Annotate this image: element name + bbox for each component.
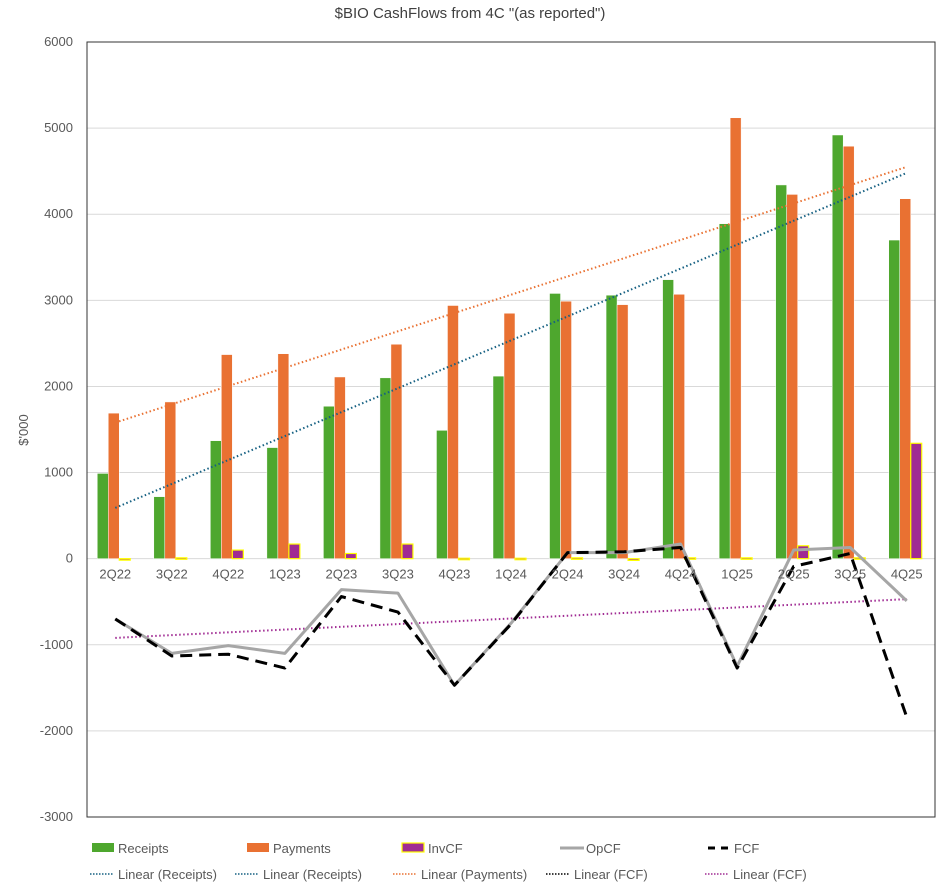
bar-payments (842, 145, 855, 559)
line-fcf (114, 545, 909, 718)
bar-payments (447, 305, 459, 559)
y-tick-label: 6000 (44, 34, 73, 49)
bar-payments (277, 353, 290, 559)
x-tick-label: 3Q22 (156, 567, 188, 582)
bar-receipts (831, 134, 844, 559)
legend: Receipts Payments InvCF OpCF FCF Linear (Rece… (90, 841, 807, 882)
bar-invcf (797, 545, 810, 560)
x-tick-label: 3Q23 (382, 567, 414, 582)
bar-invcf (910, 442, 923, 560)
legend-label: Linear (FCF) (574, 867, 648, 882)
bar-invcf (514, 557, 527, 561)
bar-receipts (718, 223, 731, 559)
bar-invcf (175, 557, 188, 560)
bar-receipts (492, 375, 505, 559)
bar-receipts (323, 406, 335, 559)
legend-label: Linear (Receipts) (263, 867, 362, 882)
bar-receipts (436, 430, 448, 559)
legend-label: InvCF (428, 841, 463, 856)
x-tick-label: 4Q23 (439, 567, 471, 582)
y-tick-label: -3000 (40, 809, 73, 824)
y-tick-label: 3000 (44, 292, 73, 307)
x-tick-label: 2Q23 (325, 567, 357, 582)
bar-payments (503, 313, 516, 559)
y-tick-label: 5000 (44, 120, 73, 135)
x-tick-label: 2Q24 (552, 567, 584, 582)
bar-invcf (344, 552, 357, 560)
x-tick-label: 4Q25 (891, 567, 923, 582)
bar-receipts (97, 473, 109, 559)
x-tick-label: 2Q22 (99, 567, 131, 582)
bar-payments (560, 300, 572, 559)
bar-invcf (570, 557, 584, 560)
x-tick-label: 3Q25 (834, 567, 866, 582)
legend-label: Linear (FCF) (733, 867, 807, 882)
y-tick-label: 2000 (44, 378, 73, 393)
y-tick-label: 4000 (44, 206, 73, 221)
bar-receipts (662, 279, 674, 559)
trendline (114, 165, 908, 424)
bar-receipts (153, 496, 166, 559)
bar-invcf (457, 557, 471, 561)
bar-payments (899, 198, 911, 559)
bar-invcf (740, 557, 753, 560)
y-tick-label: 1000 (44, 465, 73, 480)
trendline (114, 171, 908, 509)
bar-receipts (266, 447, 279, 559)
bar-invcf (401, 543, 414, 560)
x-tick-label: 1Q24 (495, 567, 527, 582)
x-tick-label: 4Q22 (212, 567, 244, 582)
bar-invcf (231, 549, 244, 560)
x-tick-label: 1Q23 (269, 567, 301, 582)
bar-invcf (118, 558, 131, 561)
bar-invcf (288, 543, 301, 560)
bar-receipts (605, 294, 618, 559)
x-tick-label: 2Q25 (778, 567, 810, 582)
trendline (115, 598, 907, 639)
legend-label: FCF (734, 841, 759, 856)
y-tick-label: -2000 (40, 723, 73, 738)
bar-payments (390, 344, 403, 559)
bar-invcf (627, 558, 640, 561)
legend-label: Linear (Receipts) (118, 867, 217, 882)
line-opcf (114, 542, 908, 687)
bar-payments (729, 117, 742, 559)
legend-swatch-payments (247, 843, 269, 852)
bar-payments (334, 376, 346, 559)
series-lines (114, 542, 909, 718)
y-tick-label: -1000 (40, 637, 73, 652)
legend-label: Linear (Payments) (421, 867, 527, 882)
bar-receipts (210, 440, 222, 559)
x-tick-label: 1Q25 (721, 567, 753, 582)
y-axis-label: $'000 (16, 414, 31, 445)
bar-payments (164, 401, 177, 559)
trendlines (114, 165, 908, 639)
legend-label: Payments (273, 841, 331, 856)
bar-receipts (888, 239, 900, 559)
legend-swatch-invcf (401, 842, 425, 853)
bar-receipts (379, 377, 392, 559)
bar-receipts (775, 184, 787, 559)
bar-payments (616, 304, 629, 559)
x-tick-label: 4Q24 (665, 567, 697, 582)
bars (97, 117, 923, 561)
x-tick-label: 3Q24 (608, 567, 640, 582)
plot-border (86, 41, 936, 818)
bar-payments (108, 412, 120, 559)
legend-swatch-receipts (92, 843, 114, 852)
bar-payments (786, 194, 798, 559)
y-tick-label: 0 (66, 551, 73, 566)
legend-label: OpCF (586, 841, 621, 856)
axes: 6000 5000 4000 3000 2000 1000 0 -1000 -2000 -3000… (40, 34, 936, 824)
chart-title: $BIO CashFlows from 4C "(as reported") (335, 5, 606, 22)
bar-receipts (549, 293, 561, 559)
bar-payments (673, 294, 685, 559)
bar-payments (221, 354, 233, 559)
legend-label: Receipts (118, 841, 169, 856)
